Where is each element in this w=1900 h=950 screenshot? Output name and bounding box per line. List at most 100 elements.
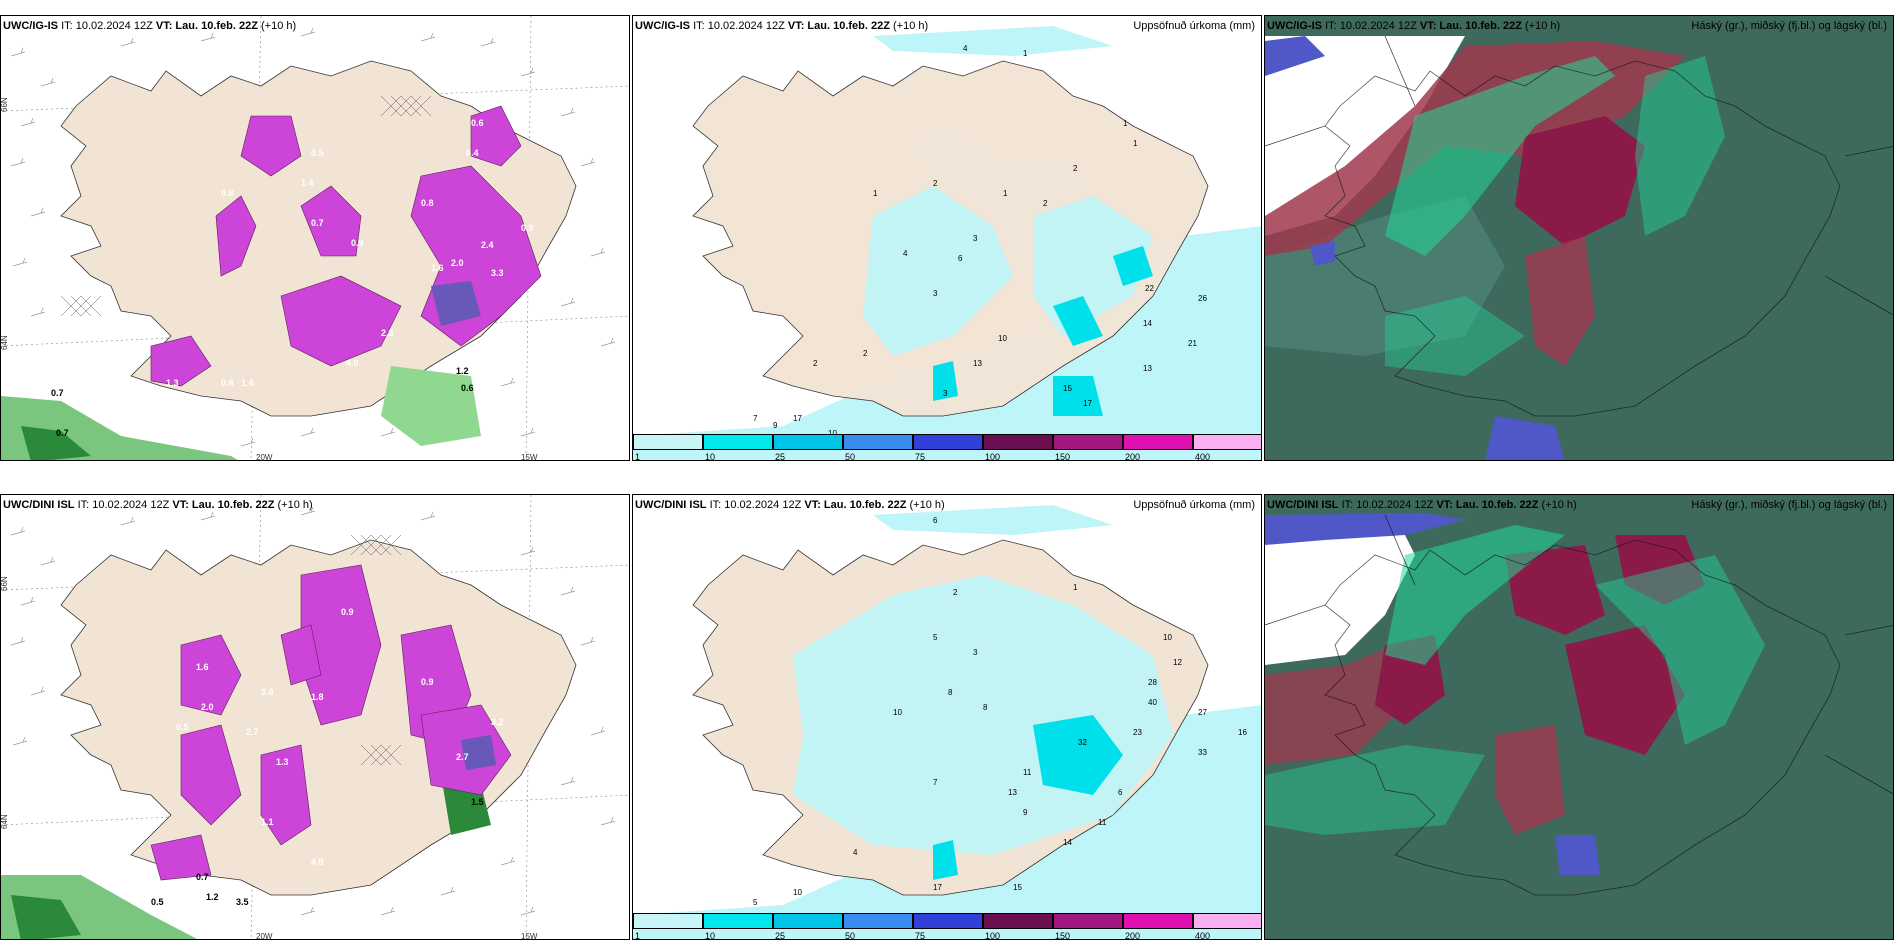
svg-text:1.4: 1.4 <box>301 178 314 188</box>
legend-tick: 50 <box>845 931 856 940</box>
panel-igis-accum-precip: UWC/IG-IS IT: 10.02.2024 12Z VT: Lau. 10… <box>632 15 1262 461</box>
svg-text:1.6: 1.6 <box>196 662 209 672</box>
map-iceland-precip-type: 66N 64N 20W 15W 0.4 0.9 1.6 2.0 2.7 3.6 … <box>1 495 629 940</box>
svg-text:64N: 64N <box>1 335 9 350</box>
svg-text:15W: 15W <box>521 453 538 461</box>
svg-text:0.5: 0.5 <box>151 897 164 907</box>
legend-box-8 <box>1123 913 1193 929</box>
legend-tick: 400 <box>1195 452 1211 461</box>
svg-text:0.8: 0.8 <box>421 198 434 208</box>
svg-text:1.6: 1.6 <box>431 263 444 273</box>
panel-header: UWC/IG-IS IT: 10.02.2024 12Z VT: Lau. 10… <box>1267 20 1561 32</box>
svg-text:13: 13 <box>973 359 982 368</box>
svg-text:1.5: 1.5 <box>471 797 484 807</box>
svg-text:6: 6 <box>958 254 963 263</box>
svg-text:0.9: 0.9 <box>521 223 534 233</box>
svg-text:0.8: 0.8 <box>221 378 234 388</box>
precip-values: 0.5 0.6 0.4 0.8 1.4 0.7 0.8 0.9 1.6 2.4 … <box>51 118 534 438</box>
svg-text:3.3: 3.3 <box>491 268 504 278</box>
svg-text:17: 17 <box>933 883 942 892</box>
svg-text:2.0: 2.0 <box>451 258 464 268</box>
svg-text:0.6: 0.6 <box>461 383 474 393</box>
legend-tick: 25 <box>775 452 786 461</box>
svg-text:0.9: 0.9 <box>341 607 354 617</box>
svg-text:14: 14 <box>1063 838 1072 847</box>
map-iceland-clouds <box>1265 495 1893 939</box>
svg-text:64N: 64N <box>1 814 9 829</box>
svg-text:0.4: 0.4 <box>451 549 464 559</box>
svg-text:11: 11 <box>1098 818 1107 827</box>
svg-text:0.9: 0.9 <box>351 238 364 248</box>
svg-text:20W: 20W <box>256 453 273 461</box>
svg-text:21: 21 <box>1188 339 1197 348</box>
svg-text:2: 2 <box>953 588 958 597</box>
svg-text:4: 4 <box>963 44 968 53</box>
precip-values: 4 1 1 2 1 1 2 3 6 2 1 3 10 13 2 3 22 26 … <box>753 44 1207 438</box>
precip-values: 6 1 2 5 3 8 10 7 11 13 32 23 27 16 33 40… <box>753 516 1247 907</box>
svg-text:15W: 15W <box>521 932 538 940</box>
svg-text:15: 15 <box>1013 883 1022 892</box>
legend-tick: 200 <box>1125 931 1141 940</box>
legend-box-5 <box>913 913 983 929</box>
svg-text:0.4: 0.4 <box>466 148 479 158</box>
svg-text:10: 10 <box>793 888 802 897</box>
legend-box-4 <box>843 913 913 929</box>
svg-text:9: 9 <box>773 421 778 430</box>
legend-tick: 100 <box>985 931 1001 940</box>
svg-text:3: 3 <box>943 389 948 398</box>
panel-title: Háský (gr.), miðský (fj.bl.) og lágský (… <box>1691 499 1887 511</box>
svg-text:3: 3 <box>973 234 978 243</box>
svg-text:13: 13 <box>1143 364 1152 373</box>
panel-dini-cloud-cover: UWC/DINI ISL IT: 10.02.2024 12Z VT: Lau.… <box>1264 494 1894 940</box>
svg-text:4.0: 4.0 <box>346 358 359 368</box>
svg-text:2: 2 <box>933 179 938 188</box>
legend-box-4 <box>843 434 913 450</box>
svg-text:10: 10 <box>1163 633 1172 642</box>
panel-title: Háský (gr.), miðský (fj.bl.) og lágský (… <box>1691 20 1887 32</box>
svg-text:4.0: 4.0 <box>311 857 324 867</box>
svg-text:1: 1 <box>1003 189 1008 198</box>
svg-text:13: 13 <box>1008 788 1017 797</box>
svg-text:0.9: 0.9 <box>421 677 434 687</box>
svg-text:7: 7 <box>933 778 938 787</box>
legend-box-8 <box>1123 434 1193 450</box>
svg-text:2.7: 2.7 <box>456 752 469 762</box>
legend-tick: 1 <box>635 931 641 940</box>
svg-text:1.3: 1.3 <box>166 378 179 388</box>
svg-text:3: 3 <box>933 289 938 298</box>
legend-tick: 1 <box>635 452 641 461</box>
svg-text:0.5: 0.5 <box>176 722 189 732</box>
svg-text:5: 5 <box>753 898 758 907</box>
svg-text:32: 32 <box>1078 738 1087 747</box>
svg-text:4: 4 <box>903 249 908 258</box>
svg-text:7: 7 <box>753 414 758 423</box>
svg-text:28: 28 <box>1148 678 1157 687</box>
legend-tick: 400 <box>1195 931 1211 940</box>
svg-text:23: 23 <box>1133 728 1142 737</box>
svg-text:2.3: 2.3 <box>381 328 394 338</box>
svg-text:26: 26 <box>1198 294 1207 303</box>
svg-text:17: 17 <box>1083 399 1092 408</box>
panel-dini-accum-precip: UWC/DINI ISL IT: 10.02.2024 12Z VT: Lau.… <box>632 494 1262 940</box>
map-iceland-clouds <box>1265 16 1893 460</box>
svg-text:12: 12 <box>1173 658 1182 667</box>
svg-text:0.7: 0.7 <box>51 388 64 398</box>
panel-igis-precip-type: UWC/IG-IS IT: 10.02.2024 12Z VT: Lau. 10… <box>0 15 630 461</box>
panel-header: UWC/DINI ISL IT: 10.02.2024 12Z VT: Lau.… <box>1267 499 1577 511</box>
svg-text:2: 2 <box>1043 199 1048 208</box>
panel-header: UWC/IG-IS IT: 10.02.2024 12Z VT: Lau. 10… <box>3 20 297 32</box>
panel-title: Uppsöfnuð úrkoma (mm) <box>1133 20 1255 32</box>
svg-text:2.4: 2.4 <box>481 240 494 250</box>
svg-text:16: 16 <box>1238 728 1247 737</box>
svg-text:1.4: 1.4 <box>241 378 254 388</box>
legend-box-7 <box>1053 434 1123 450</box>
svg-text:33: 33 <box>1198 748 1207 757</box>
svg-text:3.5: 3.5 <box>236 897 249 907</box>
panel-header: UWC/IG-IS IT: 10.02.2024 12Z VT: Lau. 10… <box>635 20 929 32</box>
svg-text:1.3: 1.3 <box>276 757 289 767</box>
legend-box-3 <box>773 434 843 450</box>
legend-box-1 <box>633 913 703 929</box>
map-iceland-accum-precip: 6 1 2 5 3 8 10 7 11 13 32 23 27 16 33 40… <box>633 495 1261 939</box>
legend-box-2 <box>703 434 773 450</box>
svg-text:2.7: 2.7 <box>246 727 259 737</box>
